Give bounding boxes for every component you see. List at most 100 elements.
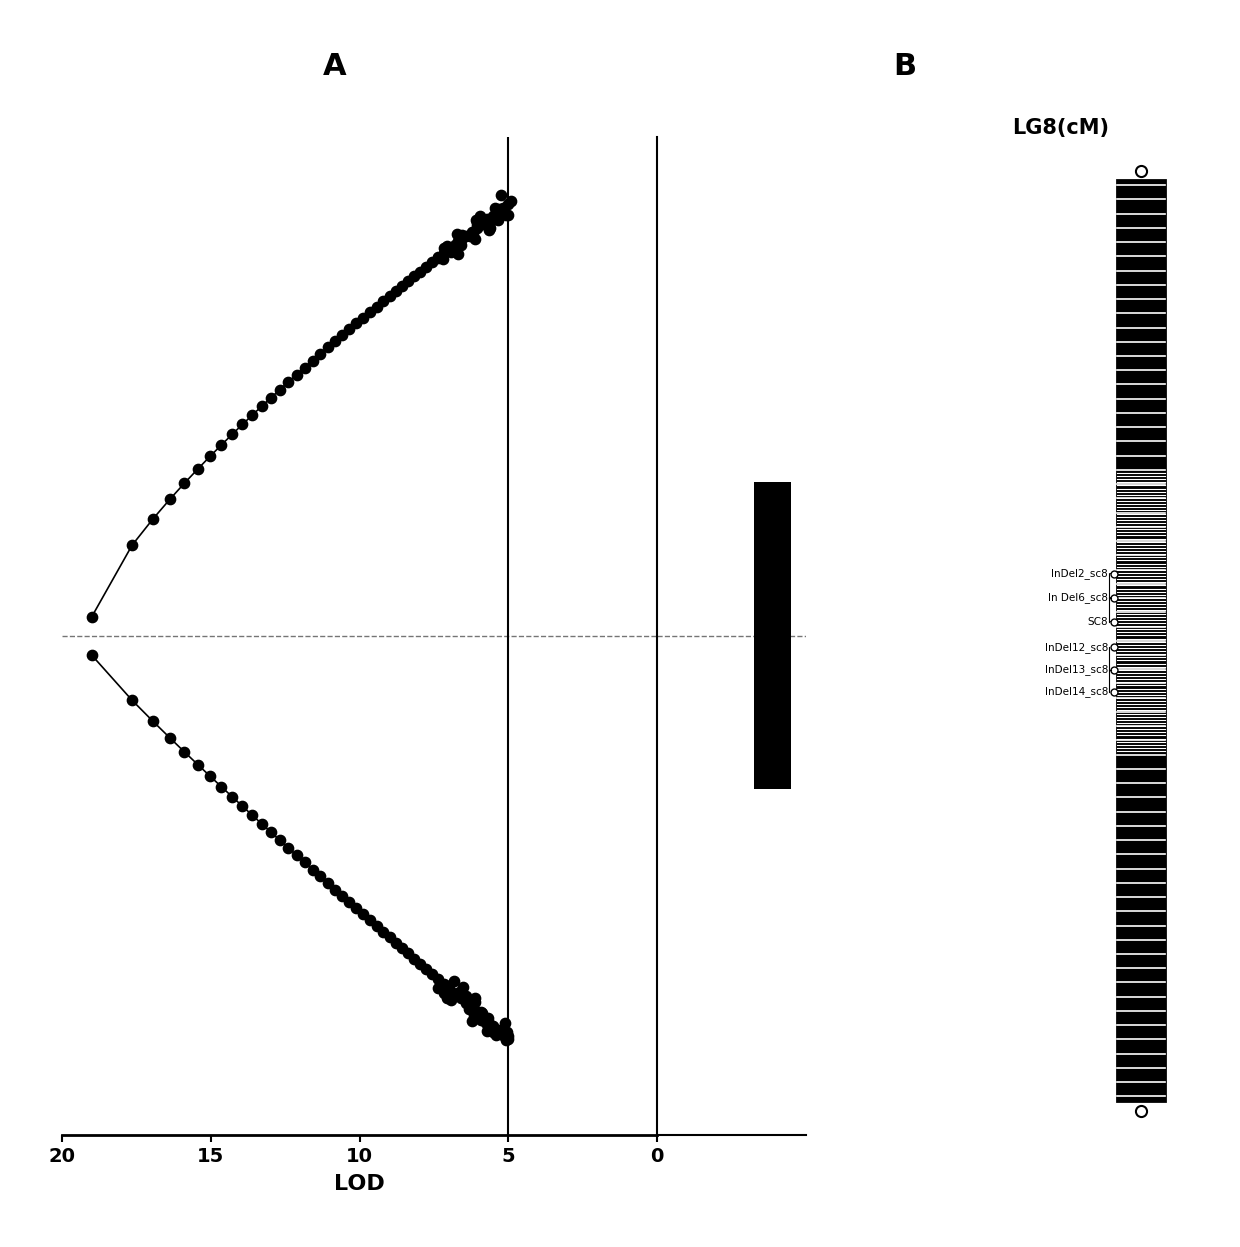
Point (392, 276, 412, 296)
Point (467, 218, 487, 238)
Point (82, 645, 102, 665)
Point (123, 535, 143, 555)
Point (295, 358, 315, 378)
Point (472, 1003, 492, 1023)
Point (498, 195, 518, 214)
Point (434, 243, 454, 263)
Point (448, 243, 467, 263)
Point (423, 252, 443, 272)
Point (123, 691, 143, 711)
Point (373, 922, 393, 941)
Point (278, 372, 298, 392)
Point (353, 308, 373, 328)
Point (482, 1016, 502, 1036)
Text: B: B (894, 52, 916, 81)
Point (353, 904, 373, 924)
Point (445, 984, 465, 1004)
Point (373, 292, 393, 312)
Point (467, 212, 487, 232)
Point (484, 1016, 503, 1036)
Point (222, 424, 242, 444)
Point (270, 831, 290, 850)
Point (463, 1011, 482, 1031)
Point (441, 242, 461, 262)
Point (474, 213, 494, 233)
Point (325, 879, 345, 899)
Point (477, 209, 497, 229)
Bar (1117, 181, 1164, 1101)
Point (496, 206, 516, 226)
Point (303, 350, 322, 370)
Point (434, 238, 454, 258)
Point (187, 754, 207, 774)
Point (160, 728, 180, 748)
Point (498, 1029, 518, 1049)
Point (491, 185, 511, 205)
Point (470, 206, 490, 226)
Point (489, 202, 508, 222)
Point (486, 206, 506, 226)
Point (494, 1025, 513, 1045)
Point (303, 859, 322, 879)
Point (175, 473, 195, 493)
Text: SC8: SC8 (1087, 616, 1109, 626)
Point (476, 1013, 496, 1033)
Point (379, 286, 399, 306)
Point (490, 203, 510, 223)
Text: In Del6_sc8: In Del6_sc8 (1048, 592, 1109, 604)
Point (386, 933, 405, 953)
Point (445, 239, 465, 259)
Point (471, 1003, 491, 1023)
Point (143, 509, 162, 529)
Point (486, 1025, 506, 1045)
Point (460, 226, 480, 246)
Point (464, 996, 484, 1016)
Point (480, 212, 500, 232)
Point (278, 838, 298, 858)
Point (477, 1011, 497, 1031)
Point (212, 777, 232, 797)
Point (386, 281, 405, 301)
Text: InDel12_sc8: InDel12_sc8 (1044, 642, 1109, 653)
Point (439, 979, 459, 999)
Point (404, 267, 424, 287)
Point (472, 1006, 492, 1026)
Point (398, 271, 418, 291)
Point (448, 231, 467, 251)
Point (187, 459, 207, 479)
Point (423, 964, 443, 984)
Point (360, 302, 379, 322)
Point (398, 944, 418, 964)
Point (317, 338, 337, 358)
Point (286, 845, 306, 865)
Point (459, 999, 479, 1019)
Point (495, 1013, 515, 1033)
Point (317, 873, 337, 893)
Point (477, 1021, 497, 1041)
Point (428, 969, 448, 989)
Point (332, 325, 352, 345)
Point (252, 397, 272, 416)
Point (444, 971, 464, 991)
Point (467, 214, 487, 234)
Point (477, 209, 497, 229)
Point (484, 206, 503, 226)
Point (450, 989, 470, 1009)
Point (497, 1021, 517, 1041)
Point (252, 814, 272, 834)
Point (480, 221, 500, 241)
Point (467, 1003, 487, 1023)
Point (480, 218, 500, 238)
Point (260, 822, 280, 842)
Text: InDel13_sc8: InDel13_sc8 (1044, 665, 1109, 675)
Point (448, 224, 467, 244)
Point (489, 209, 508, 229)
Point (310, 867, 330, 887)
Point (242, 806, 262, 826)
Point (367, 297, 387, 317)
Point (465, 229, 485, 249)
Point (461, 993, 481, 1013)
Point (463, 223, 482, 243)
Text: LG8(cM): LG8(cM) (1012, 118, 1109, 138)
Point (470, 209, 490, 229)
